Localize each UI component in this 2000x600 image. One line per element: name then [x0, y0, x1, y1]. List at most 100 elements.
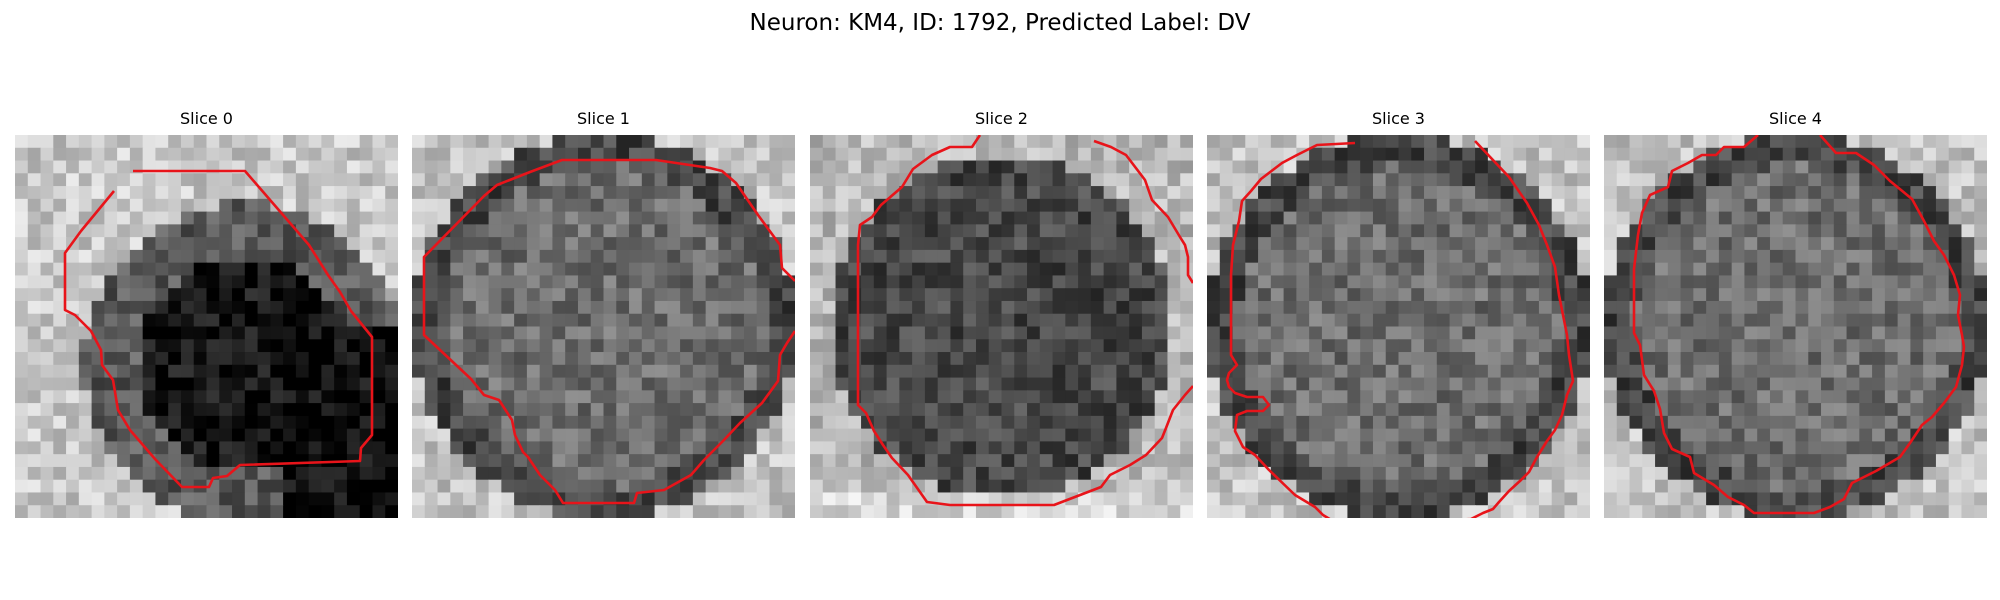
image-pixel	[244, 428, 259, 442]
image-pixel	[1347, 147, 1361, 162]
image-pixel	[1795, 364, 1809, 379]
image-pixel	[219, 326, 233, 340]
image-pixel	[835, 135, 849, 149]
image-pixel	[590, 211, 605, 225]
image-pixel	[1642, 288, 1656, 302]
image-pixel	[424, 441, 439, 455]
image-pixel	[1321, 262, 1336, 277]
image-pixel	[1718, 454, 1733, 468]
image-pixel	[756, 466, 771, 481]
image-pixel	[1782, 135, 1797, 149]
image-pixel	[1744, 441, 1758, 455]
image-pixel	[1475, 390, 1489, 404]
image-pixel	[1693, 173, 1707, 187]
image-pixel	[667, 198, 681, 213]
image-pixel	[193, 441, 208, 455]
image-pixel	[1436, 441, 1451, 455]
image-pixel	[810, 186, 824, 200]
image-pixel	[718, 211, 732, 225]
image-pixel	[1207, 415, 1221, 430]
image-pixel	[1872, 224, 1886, 238]
image-pixel	[53, 377, 67, 391]
image-pixel	[244, 390, 259, 404]
image-pixel	[1219, 160, 1234, 174]
image-pixel	[1462, 262, 1476, 277]
image-pixel	[848, 313, 862, 328]
image-pixel	[1078, 377, 1092, 391]
image-pixel	[1769, 492, 1784, 506]
image-pixel	[667, 173, 681, 187]
image-pixel	[1846, 135, 1860, 149]
image-pixel	[810, 428, 824, 442]
image-pixel	[359, 186, 374, 200]
image-pixel	[1616, 479, 1631, 494]
image-pixel	[1283, 454, 1297, 468]
image-pixel	[756, 288, 771, 302]
image-pixel	[40, 492, 54, 506]
image-pixel	[1449, 147, 1463, 162]
image-pixel	[1027, 479, 1041, 494]
image-pixel	[743, 364, 758, 379]
image-pixel	[359, 198, 374, 213]
image-pixel	[1897, 364, 1911, 379]
image-pixel	[257, 505, 271, 518]
image-pixel	[1616, 377, 1631, 391]
image-pixel	[1551, 479, 1566, 494]
image-pixel	[756, 326, 771, 340]
image-pixel	[552, 160, 566, 174]
image-pixel	[1833, 377, 1848, 391]
image-pixel	[1385, 454, 1400, 468]
image-pixel	[539, 173, 554, 187]
image-pixel	[743, 466, 758, 481]
image-pixel	[334, 339, 348, 353]
image-pixel	[334, 300, 348, 315]
image-pixel	[988, 326, 1003, 340]
image-pixel	[1655, 237, 1669, 251]
image-pixel	[1897, 147, 1911, 162]
image-pixel	[104, 466, 118, 481]
image-pixel	[1551, 211, 1566, 225]
image-pixel	[950, 403, 964, 417]
image-pixel	[1321, 428, 1336, 442]
image-pixel	[475, 505, 490, 518]
image-pixel	[873, 364, 888, 379]
image-pixel	[91, 198, 105, 213]
image-pixel	[129, 211, 144, 225]
image-pixel	[15, 275, 29, 289]
image-pixel	[718, 198, 732, 213]
image-pixel	[1731, 441, 1746, 455]
image-pixel	[848, 441, 862, 455]
image-pixel	[1948, 135, 1963, 149]
image-pixel	[680, 403, 694, 417]
image-pixel	[501, 364, 515, 379]
image-pixel	[1052, 313, 1066, 328]
image-pixel	[1167, 454, 1181, 468]
image-pixel	[848, 135, 862, 149]
image-pixel	[1616, 339, 1631, 353]
image-pixel	[848, 454, 862, 468]
image-pixel	[1667, 211, 1682, 225]
image-pixel	[1487, 415, 1502, 430]
image-pixel	[193, 377, 208, 391]
image-pixel	[886, 415, 900, 430]
image-pixel	[1449, 173, 1463, 187]
image-pixel	[1207, 403, 1221, 417]
image-pixel	[1680, 492, 1694, 506]
image-pixel	[692, 186, 707, 200]
image-pixel	[1065, 288, 1079, 302]
image-pixel	[988, 224, 1003, 238]
image-pixel	[1897, 428, 1911, 442]
image-pixel	[1424, 441, 1438, 455]
image-pixel	[1538, 364, 1553, 379]
image-pixel	[1245, 313, 1259, 328]
image-pixel	[1296, 454, 1310, 468]
image-pixel	[78, 364, 93, 379]
image-pixel	[193, 466, 208, 481]
image-pixel	[912, 262, 926, 277]
image-pixel	[629, 186, 643, 200]
image-pixel	[603, 415, 617, 430]
image-pixel	[308, 492, 322, 506]
image-pixel	[1629, 479, 1643, 494]
image-pixel	[1655, 135, 1669, 149]
image-pixel	[912, 454, 926, 468]
